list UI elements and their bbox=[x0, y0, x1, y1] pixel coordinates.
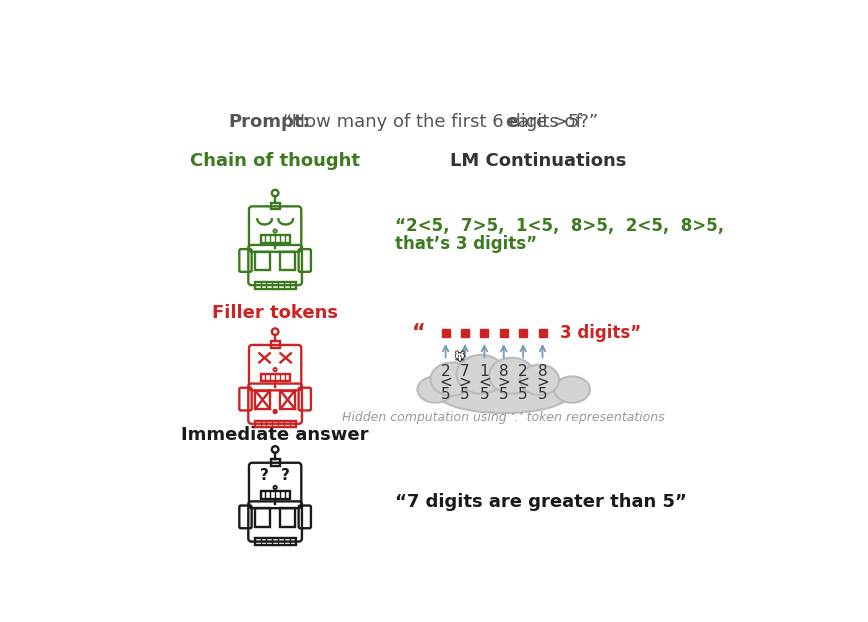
Text: <: < bbox=[516, 375, 529, 390]
Ellipse shape bbox=[554, 376, 590, 402]
Text: <: < bbox=[439, 375, 452, 390]
Text: 8: 8 bbox=[537, 364, 548, 379]
Text: >: > bbox=[458, 375, 471, 390]
Text: 1: 1 bbox=[479, 364, 490, 379]
Text: e: e bbox=[505, 113, 517, 131]
Text: <: < bbox=[478, 375, 490, 390]
Ellipse shape bbox=[431, 363, 473, 396]
Text: that’s 3 digits”: that’s 3 digits” bbox=[395, 234, 537, 253]
Text: 5: 5 bbox=[460, 387, 470, 402]
Text: Chain of thought: Chain of thought bbox=[190, 152, 360, 170]
Text: 5: 5 bbox=[518, 387, 528, 402]
Text: 2: 2 bbox=[441, 364, 450, 379]
Text: 5: 5 bbox=[479, 387, 490, 402]
Ellipse shape bbox=[520, 364, 559, 395]
Ellipse shape bbox=[418, 376, 453, 402]
Text: ?: ? bbox=[281, 468, 290, 483]
Text: “: “ bbox=[411, 323, 425, 343]
Ellipse shape bbox=[489, 358, 535, 394]
Text: 🐭: 🐭 bbox=[453, 351, 464, 363]
Text: Immediate answer: Immediate answer bbox=[181, 426, 369, 444]
Text: “2<5,  7>5,  1<5,  8>5,  2<5,  8>5,: “2<5, 7>5, 1<5, 8>5, 2<5, 8>5, bbox=[395, 217, 725, 235]
Ellipse shape bbox=[437, 373, 570, 413]
Circle shape bbox=[273, 409, 277, 414]
Text: are >5?”: are >5?” bbox=[512, 113, 599, 131]
Text: >: > bbox=[497, 375, 510, 390]
Text: 5: 5 bbox=[537, 387, 548, 402]
Text: Hidden computation using ‘.’ token representations: Hidden computation using ‘.’ token repre… bbox=[343, 411, 665, 424]
Text: ?: ? bbox=[260, 468, 269, 483]
Text: Prompt:: Prompt: bbox=[228, 113, 310, 131]
Text: “How many of the first 6 digits of: “How many of the first 6 digits of bbox=[277, 113, 587, 131]
Text: 7: 7 bbox=[460, 364, 470, 379]
Text: Filler tokens: Filler tokens bbox=[212, 304, 339, 322]
Text: >: > bbox=[536, 375, 549, 390]
Text: 5: 5 bbox=[441, 387, 450, 402]
Text: “7 digits are greater than 5”: “7 digits are greater than 5” bbox=[395, 493, 687, 511]
Text: LM Continuations: LM Continuations bbox=[450, 152, 627, 170]
Text: 2: 2 bbox=[518, 364, 528, 379]
Ellipse shape bbox=[457, 355, 505, 394]
Text: 3 digits”: 3 digits” bbox=[560, 324, 641, 342]
Text: 8: 8 bbox=[499, 364, 509, 379]
Text: 5: 5 bbox=[499, 387, 509, 402]
